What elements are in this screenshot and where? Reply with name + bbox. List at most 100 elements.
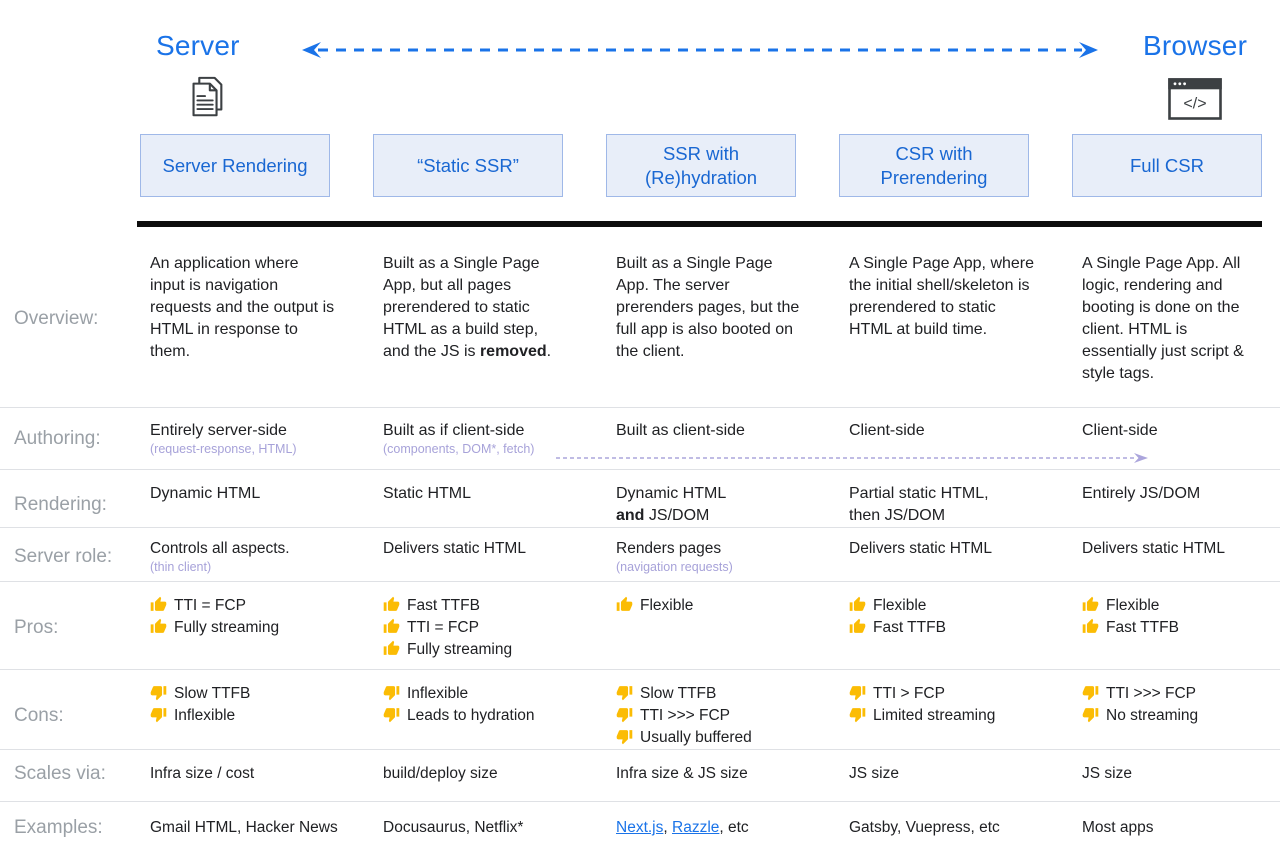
thumbs-down-icon xyxy=(616,706,633,723)
row-label-rendering: Rendering: xyxy=(14,494,107,515)
thumbs-down-icon xyxy=(150,684,167,701)
column-title: “Static SSR” xyxy=(417,154,519,176)
column-header-static-ssr: “Static SSR” xyxy=(373,134,563,197)
row-label-server-role: Server role: xyxy=(14,546,113,567)
authoring-cell-static-ssr: Built as if client-side (components, DOM… xyxy=(383,421,616,457)
thumbs-up-icon xyxy=(150,596,167,613)
row-label-authoring: Authoring: xyxy=(14,428,101,449)
row-server-role: Server role: Controls all aspects. (thin… xyxy=(0,528,1280,582)
row-rendering: Rendering: Dynamic HTML Static HTML Dyna… xyxy=(0,470,1280,528)
thumbs-up-icon xyxy=(383,640,400,657)
thumbs-up-icon xyxy=(849,596,866,613)
column-header-ssr-rehydration: SSR with (Re)hydration xyxy=(606,134,796,197)
scales-cell-server-rendering: Infra size / cost xyxy=(150,765,255,782)
thumbs-down-icon xyxy=(150,706,167,723)
thumbs-up-icon xyxy=(616,596,633,613)
row-pros: Pros: TTI = FCP Fully streaming Fast TTF… xyxy=(0,582,1280,670)
nextjs-link[interactable]: Next.js xyxy=(616,819,664,836)
thumbs-down-icon xyxy=(616,728,633,745)
rendering-cell-full-csr: Entirely JS/DOM xyxy=(1082,485,1201,502)
scales-cell-full-csr: JS size xyxy=(1082,765,1132,782)
thumbs-down-icon xyxy=(1082,684,1099,701)
server-role-cell-server-rendering: Controls all aspects. (thin client) xyxy=(150,539,383,575)
rendering-cell-csr-prerendering: Partial static HTML, then JS/DOM xyxy=(849,485,989,524)
rendering-cell-static-ssr: Static HTML xyxy=(383,485,472,502)
column-headers: Server Rendering “Static SSR” SSR with (… xyxy=(0,134,1280,197)
overview-cell-full-csr: A Single Page App. All logic, rendering … xyxy=(1082,255,1244,382)
pros-cell-ssr-rehydration: Flexible xyxy=(616,595,849,617)
examples-cell-static-ssr: Docusaurus, Netflix* xyxy=(383,819,524,836)
scales-cell-ssr-rehydration: Infra size & JS size xyxy=(616,765,748,782)
examples-cell-full-csr: Most apps xyxy=(1082,819,1154,836)
row-label-cons: Cons: xyxy=(14,705,64,726)
razzle-link[interactable]: Razzle xyxy=(672,819,720,836)
thumbs-up-icon xyxy=(849,618,866,635)
browser-window-icon: </> xyxy=(1168,78,1222,120)
examples-cell-ssr-rehydration: Next.js, Razzle, etc xyxy=(616,819,749,836)
column-title: SSR with (Re)hydration xyxy=(644,142,758,188)
scales-cell-csr-prerendering: JS size xyxy=(849,765,899,782)
thumbs-down-icon xyxy=(849,706,866,723)
row-label-pros: Pros: xyxy=(14,617,59,638)
pros-cell-static-ssr: Fast TTFB TTI = FCP Fully streaming xyxy=(383,595,616,661)
row-label-examples: Examples: xyxy=(14,817,103,838)
rendering-cell-server-rendering: Dynamic HTML xyxy=(150,485,261,502)
rendering-cell-ssr-rehydration: Dynamic HTML and JS/DOM xyxy=(616,485,727,524)
column-header-server-rendering: Server Rendering xyxy=(140,134,330,197)
authoring-subtext: (request-response, HTML) xyxy=(150,442,297,456)
authoring-cell-ssr-rehydration: Built as client-side xyxy=(616,422,745,439)
column-header-full-csr: Full CSR xyxy=(1072,134,1262,197)
row-scales-via: Scales via: Infra size / cost build/depl… xyxy=(0,750,1280,802)
server-browser-axis: Server Browser xyxy=(0,0,1280,130)
thumbs-up-icon xyxy=(383,618,400,635)
thumbs-up-icon xyxy=(383,596,400,613)
thumbs-down-icon xyxy=(1082,706,1099,723)
thumbs-up-icon xyxy=(150,618,167,635)
authoring-cell-csr-prerendering: Client-side xyxy=(849,422,925,439)
column-header-csr-prerendering: CSR with Prerendering xyxy=(839,134,1029,197)
thumbs-up-icon xyxy=(1082,618,1099,635)
row-overview: Overview: An application where input is … xyxy=(0,227,1280,408)
overview-cell-csr-prerendering: A Single Page App, where the initial she… xyxy=(849,255,1035,338)
row-authoring: Authoring: Entirely server-side (request… xyxy=(0,408,1280,470)
thumbs-up-icon xyxy=(1082,596,1099,613)
cons-cell-full-csr: TTI >>> FCP No streaming xyxy=(1082,683,1280,727)
cons-cell-csr-prerendering: TTI > FCP Limited streaming xyxy=(849,683,1082,727)
cons-cell-static-ssr: Inflexible Leads to hydration xyxy=(383,683,616,727)
thumbs-down-icon xyxy=(849,684,866,701)
scales-cell-static-ssr: build/deploy size xyxy=(383,765,498,782)
server-role-subtext: (thin client) xyxy=(150,560,212,574)
server-role-cell-csr-prerendering: Delivers static HTML xyxy=(849,540,992,557)
browser-label: Browser xyxy=(1143,30,1248,61)
thumbs-down-icon xyxy=(383,684,400,701)
cons-cell-server-rendering: Slow TTFB Inflexible xyxy=(150,683,383,727)
examples-cell-server-rendering: Gmail HTML, Hacker News xyxy=(150,819,338,836)
server-pages-icon xyxy=(192,76,223,117)
overview-cell-server-rendering: An application where input is navigation… xyxy=(150,255,335,360)
row-examples: Examples: Gmail HTML, Hacker News Docusa… xyxy=(0,802,1280,857)
server-role-subtext: (navigation requests) xyxy=(616,560,733,574)
pros-cell-server-rendering: TTI = FCP Fully streaming xyxy=(150,595,383,639)
row-label-overview: Overview: xyxy=(14,308,99,329)
thumbs-down-icon xyxy=(616,684,633,701)
thumbs-down-icon xyxy=(383,706,400,723)
header-divider xyxy=(137,221,1262,227)
authoring-cell-server-rendering: Entirely server-side (request-response, … xyxy=(150,421,383,457)
authoring-cell-full-csr: Client-side xyxy=(1082,422,1158,439)
code-glyph: </> xyxy=(1183,96,1206,113)
overview-cell-static-ssr: Built as a Single Page App, but all page… xyxy=(383,255,552,360)
row-label-scales-via: Scales via: xyxy=(14,763,106,784)
row-cons: Cons: Slow TTFB Inflexible Inflexible Le… xyxy=(0,670,1280,750)
column-title: CSR with Prerendering xyxy=(880,142,988,188)
server-role-cell-static-ssr: Delivers static HTML xyxy=(383,540,526,557)
pros-cell-csr-prerendering: Flexible Fast TTFB xyxy=(849,595,1082,639)
pros-cell-full-csr: Flexible Fast TTFB xyxy=(1082,595,1280,639)
cons-cell-ssr-rehydration: Slow TTFB TTI >>> FCP Usually buffered xyxy=(616,683,849,749)
server-browser-arrow-icon xyxy=(302,42,1098,58)
authoring-subtext: (components, DOM*, fetch) xyxy=(383,442,535,456)
server-role-cell-ssr-rehydration: Renders pages (navigation requests) xyxy=(616,539,849,575)
overview-cell-ssr-rehydration: Built as a Single Page App. The server p… xyxy=(616,255,800,360)
column-title: Full CSR xyxy=(1129,154,1204,176)
examples-cell-csr-prerendering: Gatsby, Vuepress, etc xyxy=(849,819,1000,836)
